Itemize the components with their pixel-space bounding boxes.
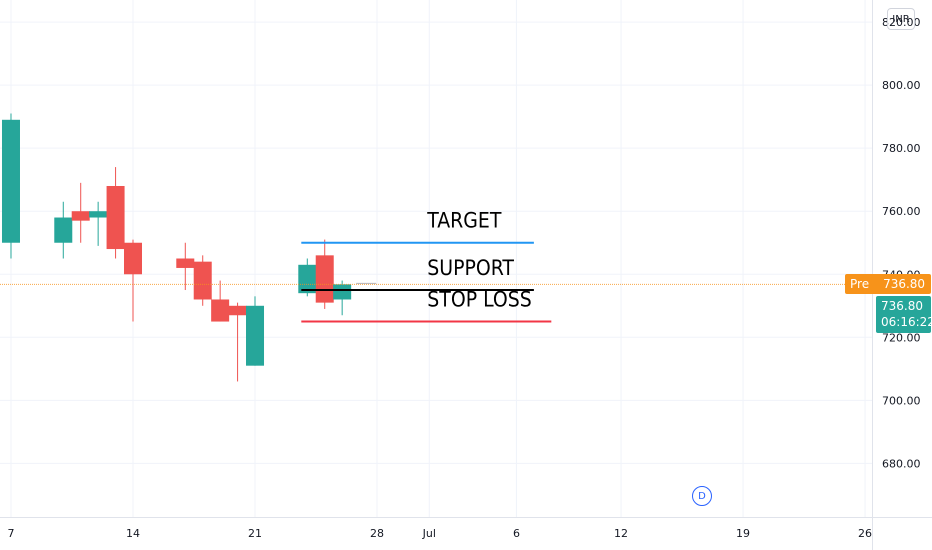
premarket-price: 736.80: [883, 277, 926, 291]
candle-body: [246, 305, 265, 366]
x-tick-label: 28: [370, 527, 384, 540]
interval-badge[interactable]: D: [692, 486, 712, 506]
candle-body: [89, 211, 108, 218]
currency-label: INR: [892, 13, 910, 25]
annotation-lines: TARGET SUPPORT STOP LOSS: [0, 209, 872, 323]
premarket-label: Pre: [850, 277, 870, 291]
annotation-target: TARGET: [301, 209, 534, 244]
candle-body: [228, 305, 247, 316]
candle: [246, 296, 265, 366]
candle: [1, 113, 20, 259]
x-tick-label: 12: [614, 527, 628, 540]
candle-body: [124, 242, 142, 275]
candle-body: [211, 299, 230, 322]
candle: [89, 201, 108, 246]
x-tick-label: 7: [7, 527, 14, 540]
annotation-label: SUPPORT: [427, 256, 514, 280]
candle-body: [176, 258, 195, 268]
interval-label: D: [698, 490, 706, 502]
candles: [1, 113, 377, 382]
last-price: 736.80: [881, 299, 923, 313]
currency-badge[interactable]: INR: [887, 8, 915, 30]
candle: [228, 302, 247, 382]
annotation-label: STOP LOSS: [427, 288, 531, 312]
candle: [193, 255, 212, 306]
candle: [333, 280, 352, 316]
y-tick-label: 780.00: [882, 142, 921, 155]
x-tick-label: 26: [858, 527, 872, 540]
x-tick-label: 21: [248, 527, 262, 540]
y-tick-label: 800.00: [882, 79, 921, 92]
candle-body: [54, 217, 73, 243]
candle-body: [193, 261, 212, 300]
x-tick-label: 19: [736, 527, 750, 540]
candle: [106, 167, 125, 259]
candle: [315, 239, 334, 309]
candle-body: [298, 264, 317, 294]
annotation-stop-loss: STOP LOSS: [301, 288, 552, 323]
y-tick-label: 720.00: [882, 331, 921, 344]
y-tick-label: 700.00: [882, 394, 921, 407]
annotation-support: SUPPORT: [301, 256, 534, 292]
candle: [124, 239, 142, 322]
x-tick-label: 6: [513, 527, 520, 540]
candle-countdown: 06:16:22: [881, 315, 932, 329]
y-tick-label: 820.00: [882, 16, 921, 29]
y-tick-label: 680.00: [882, 457, 921, 470]
annotation-label: TARGET: [426, 209, 502, 233]
candle-body: [1, 119, 20, 243]
chart-grid: [0, 0, 872, 517]
x-tick-label: 14: [126, 527, 140, 540]
y-tick-label: 760.00: [882, 205, 921, 218]
last-price-tag: 736.80 06:16:22: [876, 296, 932, 333]
candle: [176, 242, 195, 291]
candle-body: [333, 284, 352, 300]
candle-body: [71, 211, 90, 221]
candle-body: [315, 255, 334, 303]
premarket-price-tag: Pre 736.80: [845, 274, 931, 294]
candle-body: [106, 185, 125, 250]
candle: [211, 280, 230, 322]
candle: [71, 182, 90, 243]
candle: [54, 201, 73, 259]
x-tick-label: Jul: [422, 527, 436, 540]
